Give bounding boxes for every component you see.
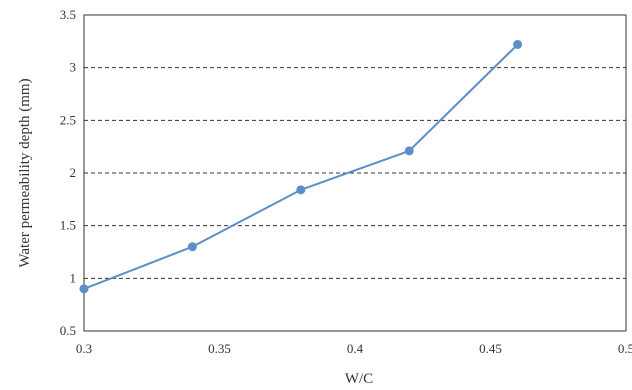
y-tick-label: 3.5 bbox=[60, 7, 76, 22]
x-axis-tick-labels: 0.3 0.35 0.4 0.45 0.5 bbox=[76, 341, 632, 356]
y-axis-tick-labels: 0.5 1 1.5 2 2.5 3 3.5 bbox=[60, 7, 76, 338]
x-tick-label: 0.45 bbox=[479, 341, 502, 356]
y-tick-label: 2 bbox=[70, 165, 77, 180]
data-point bbox=[404, 146, 414, 156]
data-point bbox=[79, 284, 89, 294]
data-point bbox=[187, 242, 197, 252]
y-tick-label: 1 bbox=[70, 270, 77, 285]
x-axis-title: W/C bbox=[345, 371, 373, 387]
y-tick-label: 0.5 bbox=[60, 323, 76, 338]
data-point bbox=[296, 185, 306, 195]
y-tick-label: 3 bbox=[70, 60, 77, 75]
plot-area-border bbox=[83, 14, 627, 332]
data-series bbox=[79, 39, 523, 294]
x-tick-label: 0.5 bbox=[618, 341, 632, 356]
x-tick-label: 0.35 bbox=[208, 341, 231, 356]
x-tick-label: 0.4 bbox=[347, 341, 364, 356]
y-axis-title: Water permeability depth (mm) bbox=[17, 78, 33, 267]
series-line bbox=[83, 43, 519, 290]
grid-lines bbox=[84, 67, 626, 279]
x-tick-label: 0.3 bbox=[76, 341, 92, 356]
y-tick-label: 1.5 bbox=[60, 218, 76, 233]
y-tick-label: 2.5 bbox=[60, 112, 76, 127]
data-point bbox=[513, 39, 523, 49]
